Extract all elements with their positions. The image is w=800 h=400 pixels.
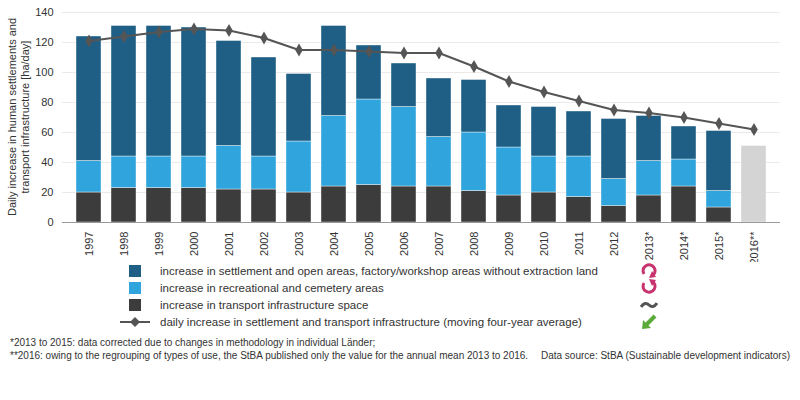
- svg-text:140: 140: [35, 6, 53, 18]
- svg-text:40: 40: [41, 156, 53, 168]
- svg-text:100: 100: [35, 66, 53, 78]
- html-text:*2013 to 2015: data corrected: *2013 to 2015: data corrected due to cha…: [10, 337, 376, 348]
- html-text:Data source: StBA (Sustainable: Data source: StBA (Sustainable developme…: [541, 350, 790, 361]
- svg-text:80: 80: [41, 96, 53, 108]
- svg-text:1998: 1998: [118, 232, 130, 256]
- svg-text:2005: 2005: [363, 232, 375, 256]
- svg-text:2007: 2007: [433, 232, 445, 256]
- svg-text:2011: 2011: [573, 232, 585, 256]
- svg-text:2006: 2006: [398, 232, 410, 256]
- svg-text:0: 0: [47, 216, 53, 228]
- html-text:**2016: owing to the regroupin: **2016: owing to the regrouping of types…: [10, 350, 529, 361]
- html-text:increase in transport infrastr: increase in transport infrastructure spa…: [160, 298, 369, 311]
- svg-text:1997: 1997: [83, 232, 95, 256]
- svg-text:2012: 2012: [608, 232, 620, 256]
- svg-text:2009: 2009: [503, 232, 515, 256]
- html-text:Daily increase in human settle: Daily increase in human settlements and …: [6, 18, 31, 217]
- svg-text:2002: 2002: [258, 232, 270, 256]
- svg-text:2008: 2008: [468, 232, 480, 256]
- svg-text:2000: 2000: [188, 232, 200, 256]
- svg-text:2016**: 2016**: [748, 231, 760, 262]
- svg-text:2015*: 2015*: [713, 231, 725, 260]
- svg-text:2013*: 2013*: [643, 231, 655, 260]
- svg-text:2010: 2010: [538, 232, 550, 256]
- svg-text:20: 20: [41, 186, 53, 198]
- svg-text:2004: 2004: [328, 232, 340, 256]
- html-text:increase in settlement and ope: increase in settlement and open areas, f…: [160, 264, 598, 277]
- svg-text:120: 120: [35, 36, 53, 48]
- svg-text:2001: 2001: [223, 232, 235, 256]
- svg-text:1999: 1999: [153, 232, 165, 256]
- svg-text:60: 60: [41, 126, 53, 138]
- svg-text:2014*: 2014*: [678, 231, 690, 260]
- html-text:daily increase in settlement a: daily increase in settlement and transpo…: [160, 315, 582, 328]
- svg-text:2003: 2003: [293, 232, 305, 256]
- html-text:increase in recreational and c: increase in recreational and cemetery ar…: [160, 281, 384, 294]
